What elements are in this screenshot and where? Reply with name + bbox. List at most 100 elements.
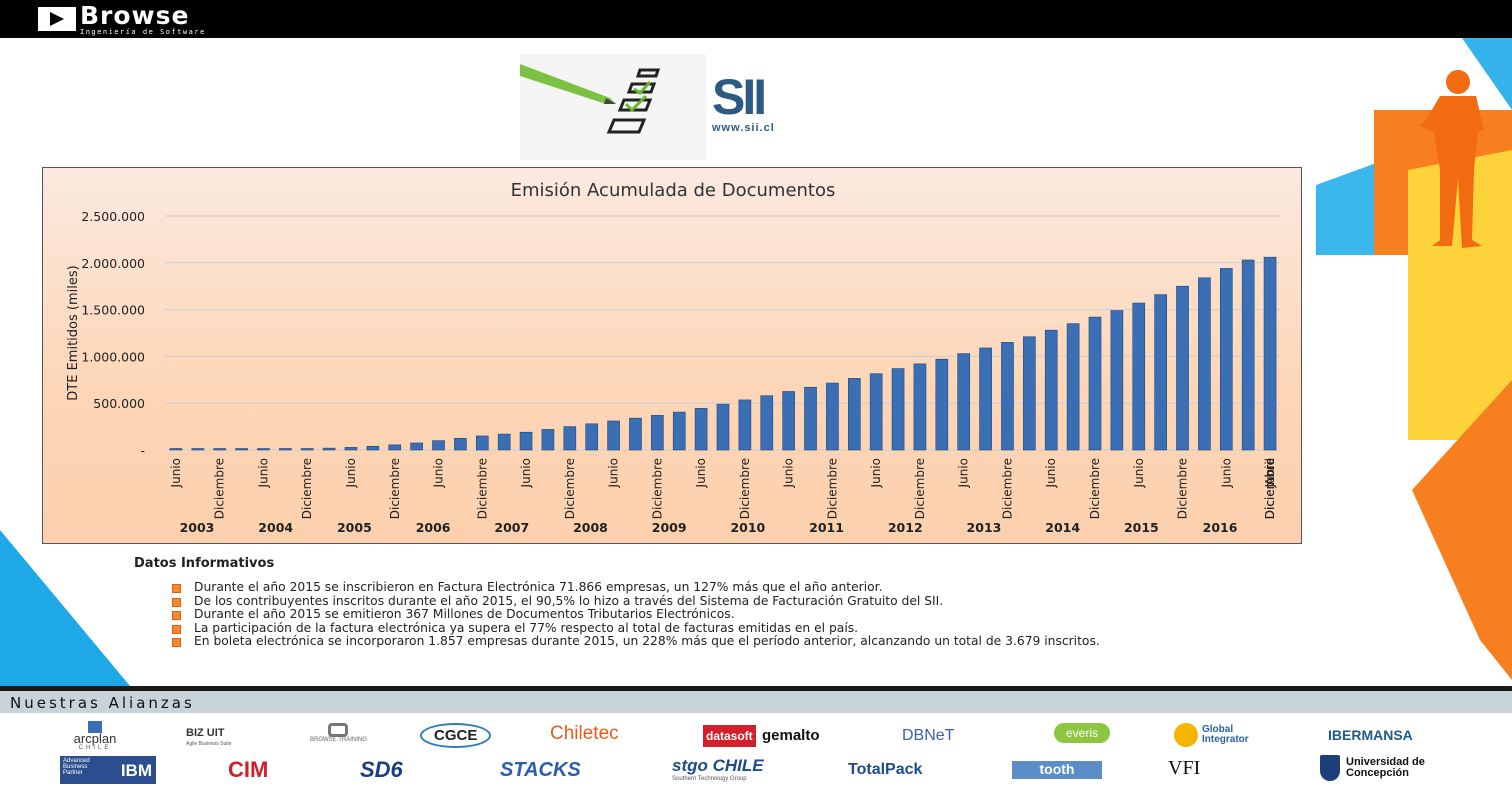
partner-logo-udec[interactable]: Universidad de Concepción <box>1320 755 1426 781</box>
chart-bar <box>1044 329 1058 451</box>
alliances-title: Nuestras Alianzas <box>10 694 195 712</box>
partner-logo-label: BIZ UIT <box>186 727 225 739</box>
chart-bar <box>716 403 730 451</box>
chart-bar <box>957 353 971 451</box>
partner-logo-ibm[interactable]: Advanced Business Partner IBM <box>60 756 156 784</box>
chart-bar <box>585 423 599 451</box>
chart-bar <box>738 399 752 451</box>
x-tick-label: Diciembre <box>1000 458 1014 519</box>
chart-bar <box>388 444 402 451</box>
x-tick-label: Junio <box>1132 458 1146 488</box>
chart-bar <box>300 448 314 451</box>
chart-bar <box>694 408 708 451</box>
chart-bar <box>1154 294 1167 451</box>
chart-bar <box>672 411 686 451</box>
y-tick-label: 1.500.000 <box>81 303 145 318</box>
partner-logo-stacks[interactable]: STACKS <box>500 759 581 781</box>
x-year-label: 2009 <box>652 520 687 535</box>
x-year-label: 2013 <box>967 520 1002 535</box>
chart-bar <box>891 368 905 451</box>
partner-logo-caption: CHILE <box>78 745 112 751</box>
partner-logo-gemalto[interactable]: gemalto <box>762 727 820 744</box>
partner-logo-label: stgo CHILE <box>672 756 764 775</box>
info-list: Durante el año 2015 se inscribieron en F… <box>172 580 1100 649</box>
x-year-label: 2014 <box>1045 520 1080 535</box>
chart-bar <box>322 447 336 451</box>
chart-bar <box>629 417 642 451</box>
partner-logo-sd6[interactable]: SD6 <box>360 757 403 782</box>
chart-bar <box>366 445 380 451</box>
chart-bar <box>454 437 467 451</box>
partner-logo-stgo[interactable]: stgo CHILE Southern Technology Group <box>672 756 764 782</box>
info-heading: Datos Informativos <box>134 556 275 571</box>
global-integrator-icon <box>1174 723 1198 747</box>
chart-bar <box>169 448 183 451</box>
x-tick-label: Diciembre <box>1088 458 1102 519</box>
x-year-label: 2005 <box>337 520 372 535</box>
sii-logo-mark: SII <box>712 69 767 125</box>
chart-bar <box>519 431 533 451</box>
alliance-logos: arcplan CHILE BIZ UIT Agile Business Sui… <box>0 713 1512 786</box>
chart-bar <box>979 347 992 451</box>
x-tick-label: Diciembre <box>1176 458 1190 519</box>
chart-bar <box>213 448 227 451</box>
partner-logo-ibermansa[interactable]: IBERMANSA <box>1328 727 1413 743</box>
info-item: Durante el año 2015 se emitieron 367 Mil… <box>172 607 1100 622</box>
x-tick-label: Diciembre <box>650 458 664 519</box>
x-tick-label: Diciembre <box>213 458 227 519</box>
partner-logo-caption: Advanced Business Partner <box>63 758 90 776</box>
x-tick-label: Diciembre <box>1263 458 1277 519</box>
partner-logo-label: BROWSE TRAINING <box>310 737 367 743</box>
x-tick-label: Junio <box>957 458 971 488</box>
x-tick-label: Junio <box>694 458 708 488</box>
chart-bar <box>432 440 445 451</box>
y-tick-label: 2.000.000 <box>81 256 145 271</box>
x-tick-label: Junio <box>1263 458 1277 488</box>
chart-bar <box>1110 310 1124 451</box>
browse-logo-icon <box>38 7 76 31</box>
partner-logo-arcplan[interactable]: arcplan CHILE <box>62 721 128 751</box>
y-tick-label: 500.000 <box>93 396 145 411</box>
sii-logo[interactable]: SII www.sii.cl <box>712 72 810 138</box>
chart-bar <box>344 447 358 451</box>
partner-logo-chiletec[interactable]: Chiletec <box>550 723 619 744</box>
chart-bar <box>826 382 839 451</box>
chart-bar <box>1219 268 1233 451</box>
chart-bar <box>804 386 817 451</box>
chart-bar <box>782 391 795 451</box>
partner-logo-global-integrator[interactable]: Global Integrator <box>1174 723 1262 747</box>
partner-logo-caption: Southern Technology Group <box>672 776 747 782</box>
chart-bar <box>279 448 292 451</box>
x-tick-label: Diciembre <box>1263 458 1277 519</box>
info-item: De los contribuyentes inscritos durante … <box>172 594 1100 609</box>
top-bar: Browse Ingeniería de Software <box>0 0 1512 38</box>
x-tick-label: Diciembre <box>913 458 927 519</box>
browse-brand: Browse <box>80 0 190 30</box>
chart-title: Emisión Acumulada de Documentos <box>511 180 836 201</box>
partner-logo-everis[interactable]: everis <box>1054 723 1111 743</box>
sii-logo-url: www.sii.cl <box>712 122 775 134</box>
y-tick-label: 1.000.000 <box>81 349 145 364</box>
x-tick-label: Junio <box>782 458 796 488</box>
x-tick-label: Junio <box>519 458 533 488</box>
partner-logo-cgce[interactable]: CGCE <box>420 723 492 748</box>
x-tick-label: Diciembre <box>738 458 752 519</box>
partner-logo-vfi[interactable]: VFI <box>1168 757 1201 779</box>
x-year-label: 2010 <box>730 520 765 535</box>
partner-logo-tooth[interactable]: tooth <box>1012 761 1102 779</box>
partner-logo-dbnet[interactable]: DBNeT <box>902 727 955 744</box>
browse-tagline: Ingeniería de Software <box>80 27 206 36</box>
partner-logo-browse-training[interactable]: BROWSE TRAINING <box>310 723 367 743</box>
chart-bar <box>475 435 489 451</box>
browse-training-icon <box>328 723 349 737</box>
info-item: Durante el año 2015 se inscribieron en F… <box>172 580 1100 595</box>
partner-logo-totalpack[interactable]: TotalPack <box>848 761 923 778</box>
partner-logo-datasoft[interactable]: datasoft <box>703 725 756 747</box>
partner-logo-cim[interactable]: CIM <box>228 757 269 782</box>
chart-bar <box>563 426 577 451</box>
chart-bar <box>1132 302 1146 451</box>
browse-logo[interactable]: Browse Ingeniería de Software <box>38 0 206 36</box>
x-tick-label: Junio <box>432 458 446 488</box>
partner-logo-bizuit[interactable]: BIZ UIT Agile Business Suite <box>186 723 232 747</box>
chart-bar <box>235 448 248 451</box>
